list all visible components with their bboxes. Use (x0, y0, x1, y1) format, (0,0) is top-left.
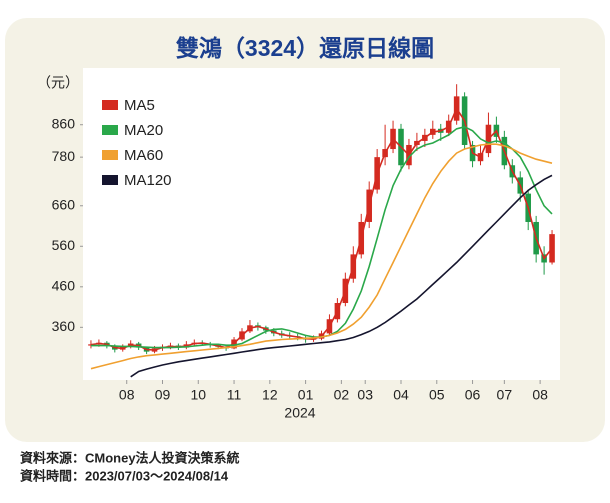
legend-swatch (102, 125, 118, 135)
x-tick-label: 08 (119, 387, 135, 403)
y-tick-label: 360 (52, 318, 76, 334)
plot-area (83, 68, 560, 380)
legend-label: MA120 (124, 172, 172, 189)
x-tick-label: 10 (190, 387, 206, 403)
ma-line (130, 174, 553, 378)
x-tick-label: 08 (532, 387, 548, 403)
legend-swatch (102, 150, 118, 160)
x-tick-label: 06 (465, 387, 481, 403)
legend-label: MA20 (124, 122, 163, 139)
chart-title: 雙鴻（3324）還原日線圖 (176, 35, 434, 61)
x-tick-label: 02 (334, 387, 350, 403)
period: 資料時間：2023/07/03～2024/08/14 (20, 468, 229, 483)
legend-label: MA60 (124, 147, 163, 164)
y-tick-label: 460 (52, 278, 76, 294)
x-tick-label: 05 (429, 387, 445, 403)
candle-body (549, 234, 555, 263)
x-tick-label: 11 (227, 387, 242, 403)
candle-body (88, 344, 94, 346)
x-tick-label: 09 (155, 387, 171, 403)
x-tick-label: 04 (393, 387, 409, 403)
x-tick-label: 01 (298, 387, 314, 403)
y-tick-label: 560 (52, 237, 76, 253)
y-tick-label: 780 (52, 148, 76, 164)
legend-label: MA5 (124, 97, 155, 114)
x-tick-label: 07 (497, 387, 513, 403)
ma-line (90, 143, 553, 370)
x-year: 2024 (284, 405, 315, 421)
source: 資料來源：CMoney法人投資決策系統 (20, 450, 240, 465)
x-tick-label: 03 (357, 387, 373, 403)
y-unit: （元） (37, 75, 79, 91)
legend-swatch (102, 175, 118, 185)
y-tick-label: 660 (52, 196, 76, 212)
y-tick-label: 860 (52, 115, 76, 131)
x-tick-label: 12 (262, 387, 278, 403)
legend-swatch (102, 100, 118, 110)
